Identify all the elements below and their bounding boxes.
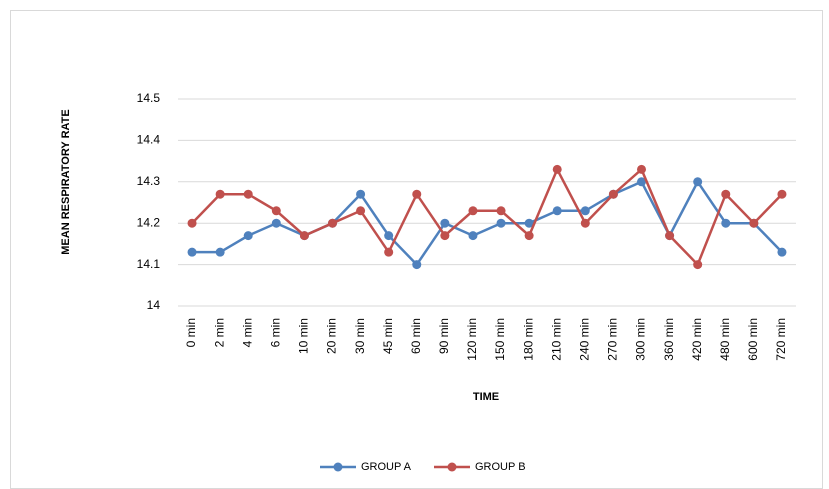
data-point [271,206,281,216]
data-point [496,206,506,216]
data-point [608,189,618,199]
y-tick-label: 14.2 [137,215,161,229]
data-point [552,164,562,174]
y-tick-label: 14.5 [137,91,161,105]
x-tick-label: 210 min [549,318,563,361]
x-tick-label: 180 min [521,318,535,361]
series-line [192,179,783,267]
y-tick-label: 14.4 [137,133,161,147]
x-tick-label: 10 min [297,318,311,354]
data-point [384,247,394,257]
x-axis-title: TIME [473,391,499,403]
data-point [440,218,450,228]
data-point [215,247,225,257]
x-tick-label: 420 min [690,318,704,361]
data-point [384,231,394,241]
y-tick-label: 14 [147,298,161,312]
data-point [524,218,534,228]
x-tick-label: 270 min [606,318,620,361]
data-point [187,218,197,228]
x-tick-label: 60 min [409,318,423,354]
x-tick-label: 600 min [746,318,760,361]
y-tick-label: 14.1 [137,257,161,271]
data-point [243,189,253,199]
x-tick-label: 150 min [493,318,507,361]
x-tick-label: 120 min [465,318,479,361]
x-tick-label: 2 min [212,318,226,347]
x-tick-label: 45 min [381,318,395,354]
data-point [187,247,197,257]
data-point [412,260,422,270]
legend-label: GROUP A [361,461,412,473]
data-point [328,218,337,228]
legend-marker [333,462,343,472]
data-point [356,189,366,199]
x-tick-label: 30 min [353,318,367,354]
data-point [440,231,450,241]
data-point [552,206,562,216]
data-point [412,189,422,199]
data-point [580,218,590,228]
data-point [468,231,478,241]
data-point [299,231,309,241]
data-point [215,189,225,199]
x-tick-label: 20 min [325,318,339,354]
data-point [777,189,787,199]
series-line [191,166,783,267]
data-point [721,218,731,228]
data-point [749,218,759,228]
x-tick-label: 240 min [577,318,591,361]
x-tick-label: 300 min [634,318,648,361]
data-point [468,206,478,216]
data-point [693,260,703,270]
data-point [243,231,253,241]
y-tick-label: 14.3 [137,174,161,188]
x-tick-label: 6 min [268,318,282,347]
x-tick-label: 90 min [437,318,451,354]
data-point [637,177,646,187]
data-point [271,218,281,228]
data-point [356,206,366,216]
data-point [524,231,534,241]
x-tick-label: 4 min [240,318,254,347]
x-tick-label: 480 min [718,318,732,361]
data-point [777,247,787,257]
x-tick-label: 360 min [662,318,676,361]
legend-label: GROUP B [475,461,526,473]
data-point [580,206,590,216]
data-point [693,177,703,187]
y-axis-title: MEAN RESPIRATORY RATE [60,109,72,254]
data-point [721,189,731,199]
legend-marker [447,462,457,472]
data-point [637,164,646,174]
data-point [665,231,675,241]
chart-frame [10,10,823,489]
data-point [496,218,506,228]
x-tick-label: 720 min [774,318,788,361]
x-tick-label: 0 min [184,318,198,347]
